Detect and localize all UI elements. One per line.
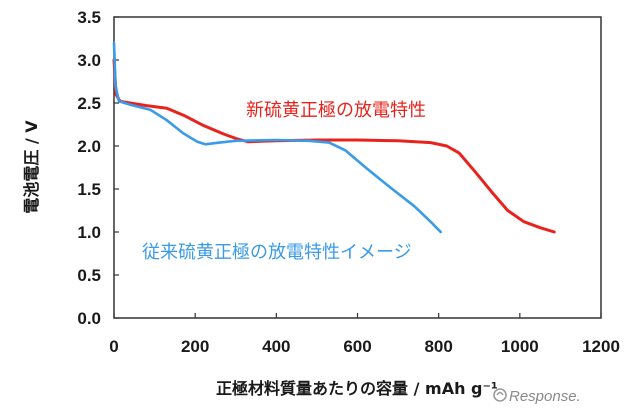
x-axis-ticks: 0 200 400 600 800 1000 1200 bbox=[109, 313, 620, 356]
x-tick-label: 1000 bbox=[501, 337, 539, 356]
y-tick-label: 1.5 bbox=[77, 180, 101, 199]
series-line-conventional-sulfur bbox=[112, 41, 442, 234]
annotation-conventional-sulfur: 従来硫黄正極の放電特性イメージ bbox=[142, 242, 412, 263]
y-tick-label: 3.0 bbox=[77, 51, 101, 70]
y-axis-ticks: 0.0 0.5 1.0 1.5 2.0 2.5 3.0 3.5 bbox=[77, 8, 119, 328]
x-tick-label: 1200 bbox=[582, 337, 620, 356]
watermark-text: Response. bbox=[509, 388, 581, 405]
plot-frame bbox=[113, 16, 602, 319]
series bbox=[112, 41, 556, 234]
y-tick-label: 3.5 bbox=[77, 8, 101, 27]
axes bbox=[113, 16, 602, 319]
x-axis-title: 正極材料質量あたりの容量 / mAh g⁻¹ bbox=[216, 379, 498, 398]
y-tick-label: 0.0 bbox=[77, 309, 101, 328]
annotation-new-sulfur: 新硫黄正極の放電特性 bbox=[246, 100, 426, 121]
y-tick-label: 2.0 bbox=[77, 137, 101, 156]
x-tick-label: 0 bbox=[109, 337, 118, 356]
y-tick-label: 0.5 bbox=[77, 266, 101, 285]
y-tick-label: 1.0 bbox=[77, 223, 101, 242]
x-tick-label: 800 bbox=[424, 337, 452, 356]
x-tick-label: 200 bbox=[181, 337, 209, 356]
x-tick-label: 600 bbox=[343, 337, 371, 356]
y-tick-label: 2.5 bbox=[77, 94, 101, 113]
x-tick-label: 400 bbox=[262, 337, 290, 356]
response-logo: Response. bbox=[493, 388, 581, 405]
y-axis-title: 電池電圧 / V bbox=[22, 120, 41, 214]
